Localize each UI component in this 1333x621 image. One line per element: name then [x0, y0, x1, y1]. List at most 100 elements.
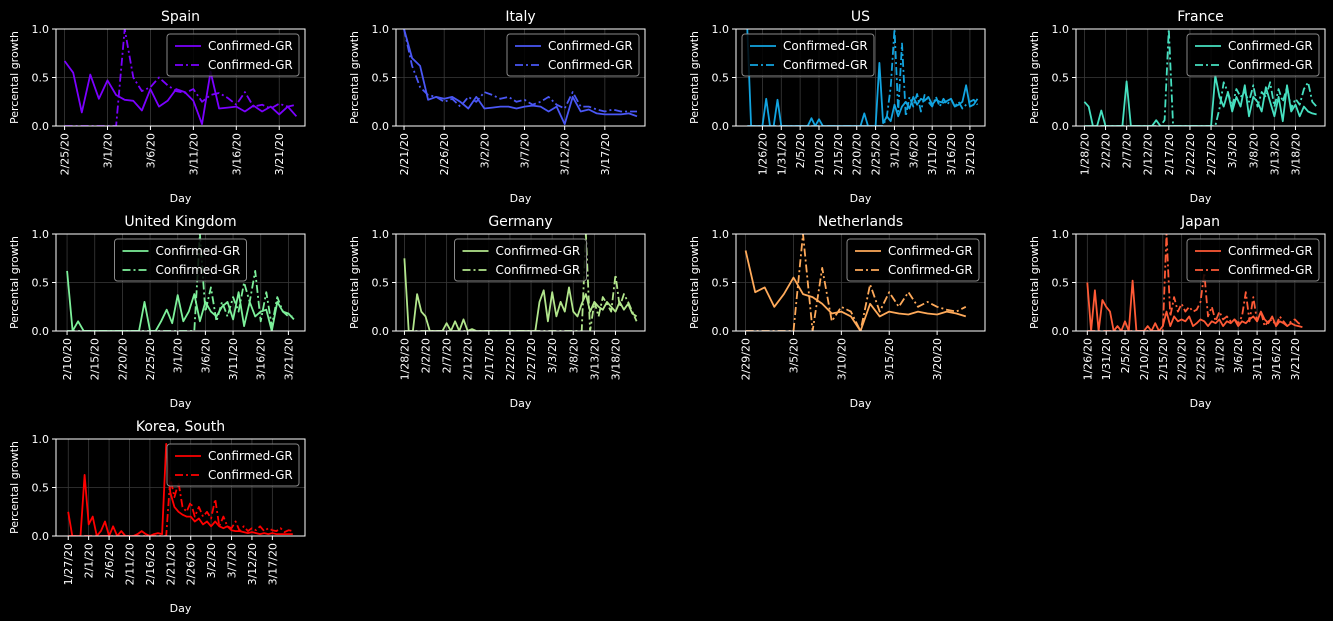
y-axis-label: Percental growth — [688, 236, 701, 329]
y-tick-label: 0.0 — [372, 120, 390, 133]
x-tick-label: 2/17/20 — [483, 338, 496, 380]
series-group — [744, 234, 967, 331]
x-tick-label: 2/15/20 — [1157, 338, 1170, 380]
legend-box — [1186, 33, 1320, 77]
x-axis-label: Day — [850, 192, 872, 205]
x-tick-label: 3/17/20 — [266, 543, 279, 585]
x-axis-label: Day — [170, 397, 192, 410]
series-group — [67, 442, 293, 536]
y-axis-label: Percental growth — [1028, 236, 1041, 329]
x-tick-label: 3/21/20 — [282, 338, 295, 380]
x-tick-label: 2/26/20 — [438, 133, 451, 175]
x-tick-label: 2/22/20 — [504, 338, 517, 380]
y-tick-label: 1.0 — [712, 228, 730, 241]
legend-label: Confirmed-GR — [548, 58, 633, 72]
y-tick-label: 1.0 — [32, 228, 50, 241]
y-tick-label: 0.5 — [32, 72, 50, 85]
y-tick-label: 0.5 — [372, 72, 390, 85]
y-tick-label: 0.0 — [1052, 325, 1070, 338]
chart-italy: Italy 0.0 0.5 1.0 2/21/20 2/26/20 3/2/20 3/7/20… — [348, 9, 646, 205]
y-tick-label: 0.0 — [32, 120, 50, 133]
series-group — [1086, 234, 1303, 331]
x-tick-label: 3/3/20 — [546, 338, 559, 373]
legend-box — [741, 33, 875, 77]
y-tick-label: 0.5 — [712, 72, 730, 85]
x-axis-label: Day — [510, 397, 532, 410]
series-group — [746, 29, 979, 126]
series-group — [1083, 29, 1318, 126]
x-tick-label: 3/13/20 — [588, 338, 601, 380]
legend-box — [166, 33, 300, 77]
chart-japan: Japan 0.0 0.5 1.0 1/26/20 1/31/20 2/5/20 2/10/2… — [1028, 214, 1326, 410]
x-tick-label: 3/21/20 — [964, 133, 977, 175]
y-tick-label: 0.0 — [32, 530, 50, 543]
x-tick-label: 3/2/20 — [205, 543, 218, 578]
x-tick-label: 2/20/20 — [116, 338, 129, 380]
legend-box — [846, 238, 980, 282]
y-tick-label: 1.0 — [712, 23, 730, 36]
legend-label: Confirmed-GR — [1228, 263, 1313, 277]
x-tick-label: 3/1/20 — [172, 338, 185, 373]
x-tick-label: 3/18/20 — [1289, 133, 1302, 175]
chart-france: France 0.0 0.5 1.0 1/28/20 2/2/20 2/7/20 2/12/2… — [1028, 9, 1326, 205]
y-tick-label: 1.0 — [372, 23, 390, 36]
series-group — [63, 29, 298, 126]
x-tick-label: 1/26/20 — [1081, 338, 1094, 380]
x-tick-label: 2/12/20 — [1142, 133, 1155, 175]
legend: Confirmed-GR Confirmed-GR — [506, 33, 640, 77]
y-tick-label: 1.0 — [1052, 228, 1070, 241]
x-tick-label: 2/10/20 — [813, 133, 826, 175]
x-tick-label: 3/1/20 — [888, 133, 901, 168]
legend: Confirmed-GR Confirmed-GR — [166, 443, 300, 487]
legend-label: Confirmed-GR — [156, 244, 241, 258]
chart-title: Italy — [505, 9, 535, 25]
x-tick-label: 3/17/20 — [599, 133, 612, 175]
legend-label: Confirmed-GR — [156, 263, 241, 277]
x-tick-label: 3/20/20 — [931, 338, 944, 380]
legend-label: Confirmed-GR — [888, 244, 973, 258]
series-line-solid — [744, 250, 967, 331]
x-axis-label: Day — [1190, 397, 1212, 410]
legend-box — [454, 238, 587, 282]
x-tick-label: 1/27/20 — [62, 543, 75, 585]
chart-title: Korea, South — [136, 419, 225, 435]
x-tick-label: 2/15/20 — [832, 133, 845, 175]
chart-spain: Spain 0.0 0.5 1.0 2/25/20 3/1/20 3/6/20 3/11/20… — [8, 9, 306, 205]
x-tick-label: 2/20/20 — [851, 133, 864, 175]
series-line-solid — [746, 29, 979, 126]
x-tick-label: 3/16/20 — [945, 133, 958, 175]
series-line-solid — [403, 29, 638, 125]
x-axis-label: Day — [170, 192, 192, 205]
x-tick-label: 2/22/20 — [1184, 133, 1197, 175]
x-tick-label: 3/6/20 — [1232, 338, 1245, 373]
y-axis-label: Percental growth — [8, 31, 21, 124]
x-tick-label: 2/5/20 — [794, 133, 807, 168]
y-tick-label: 0.0 — [1052, 120, 1070, 133]
x-tick-label: 3/21/20 — [273, 133, 286, 175]
x-tick-label: 3/16/20 — [1270, 338, 1283, 380]
series-line-solid — [403, 258, 638, 331]
x-tick-label: 3/3/20 — [1226, 133, 1239, 168]
x-tick-label: 3/1/20 — [102, 133, 115, 168]
x-tick-label: 3/16/20 — [230, 133, 243, 175]
x-tick-label: 3/7/20 — [226, 543, 239, 578]
legend-label: Confirmed-GR — [208, 39, 293, 53]
chart-title: Japan — [1180, 214, 1220, 230]
y-tick-label: 0.5 — [1052, 72, 1070, 85]
legend: Confirmed-GR Confirmed-GR — [846, 238, 980, 282]
y-axis-label: Percental growth — [8, 441, 21, 534]
y-tick-label: 1.0 — [32, 23, 50, 36]
legend-label: Confirmed-GR — [208, 468, 293, 482]
y-axis-label: Percental growth — [688, 31, 701, 124]
legend-label: Confirmed-GR — [1228, 58, 1313, 72]
x-tick-label: 3/15/20 — [883, 338, 896, 380]
legend-label: Confirmed-GR — [208, 449, 293, 463]
x-axis-label: Day — [170, 602, 192, 615]
x-tick-label: 2/12/20 — [462, 338, 475, 380]
y-axis-label: Percental growth — [8, 236, 21, 329]
chart-title: Spain — [161, 9, 200, 25]
series-line-solid — [1083, 74, 1317, 126]
x-tick-label: 3/1/20 — [1213, 338, 1226, 373]
